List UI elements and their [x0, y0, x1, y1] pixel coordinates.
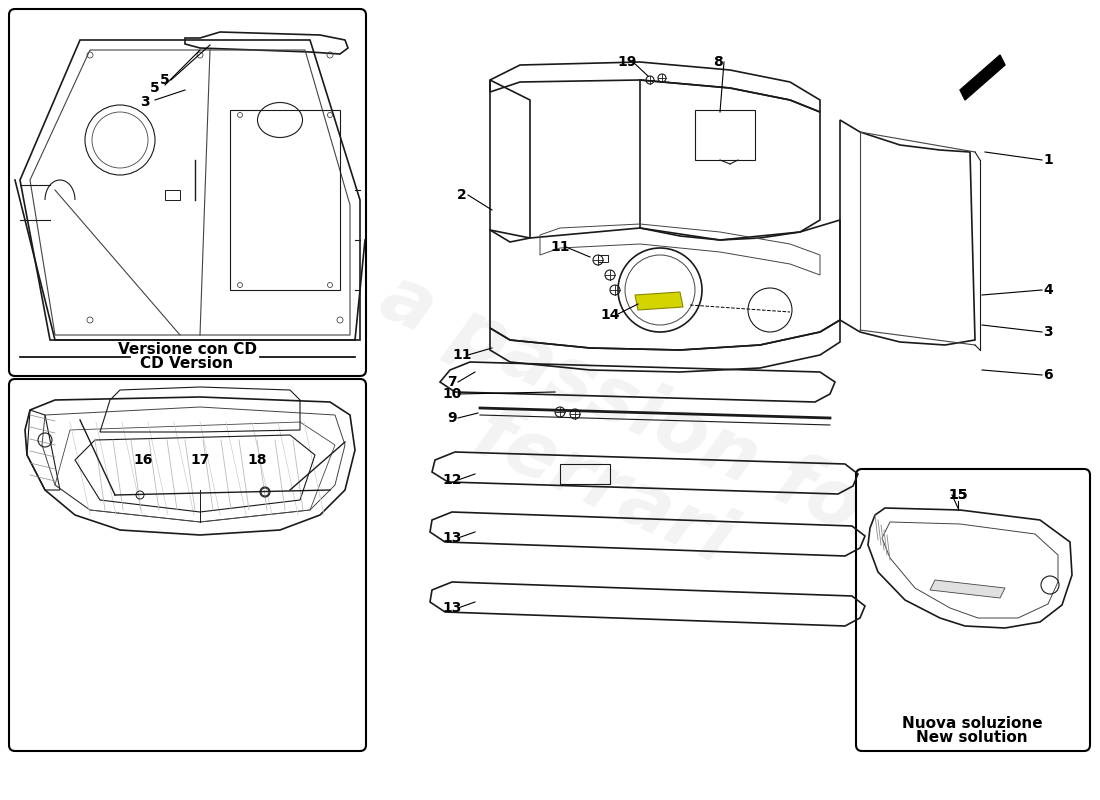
Text: New solution: New solution — [916, 730, 1027, 745]
FancyBboxPatch shape — [9, 379, 366, 751]
Text: 18: 18 — [248, 453, 266, 467]
Polygon shape — [960, 55, 1005, 100]
Text: 9: 9 — [448, 411, 456, 425]
Text: 15: 15 — [948, 488, 968, 502]
Text: Nuova soluzione: Nuova soluzione — [902, 715, 1043, 730]
Text: 3: 3 — [140, 95, 150, 109]
Text: 4: 4 — [1043, 283, 1053, 297]
Text: 7: 7 — [448, 375, 456, 389]
Bar — [230, 110, 340, 290]
Text: 11: 11 — [452, 348, 472, 362]
Bar — [165, 190, 180, 200]
Text: a passion for
ferrari: a passion for ferrari — [333, 260, 906, 640]
FancyBboxPatch shape — [856, 469, 1090, 751]
Text: 5: 5 — [150, 81, 160, 95]
Bar — [695, 110, 755, 160]
Text: 12: 12 — [442, 473, 462, 487]
Text: 16: 16 — [133, 453, 153, 467]
Text: Versione con CD: Versione con CD — [118, 342, 256, 358]
Text: 10: 10 — [442, 387, 462, 401]
Text: 15: 15 — [948, 488, 968, 502]
Polygon shape — [930, 580, 1005, 598]
Text: 19: 19 — [617, 55, 637, 69]
FancyBboxPatch shape — [9, 9, 366, 376]
Text: 8: 8 — [713, 55, 723, 69]
Polygon shape — [635, 292, 683, 310]
Text: 6: 6 — [1043, 368, 1053, 382]
Text: 5: 5 — [161, 73, 169, 87]
Text: CD Version: CD Version — [141, 357, 233, 371]
Text: 13: 13 — [442, 531, 462, 545]
Bar — [560, 464, 610, 484]
Bar — [598, 255, 608, 262]
Text: 3: 3 — [1043, 325, 1053, 339]
Text: 11: 11 — [550, 240, 570, 254]
Text: 17: 17 — [190, 453, 210, 467]
Text: 1: 1 — [1043, 153, 1053, 167]
Text: 2: 2 — [458, 188, 466, 202]
Text: 13: 13 — [442, 601, 462, 615]
Text: 14: 14 — [601, 308, 619, 322]
